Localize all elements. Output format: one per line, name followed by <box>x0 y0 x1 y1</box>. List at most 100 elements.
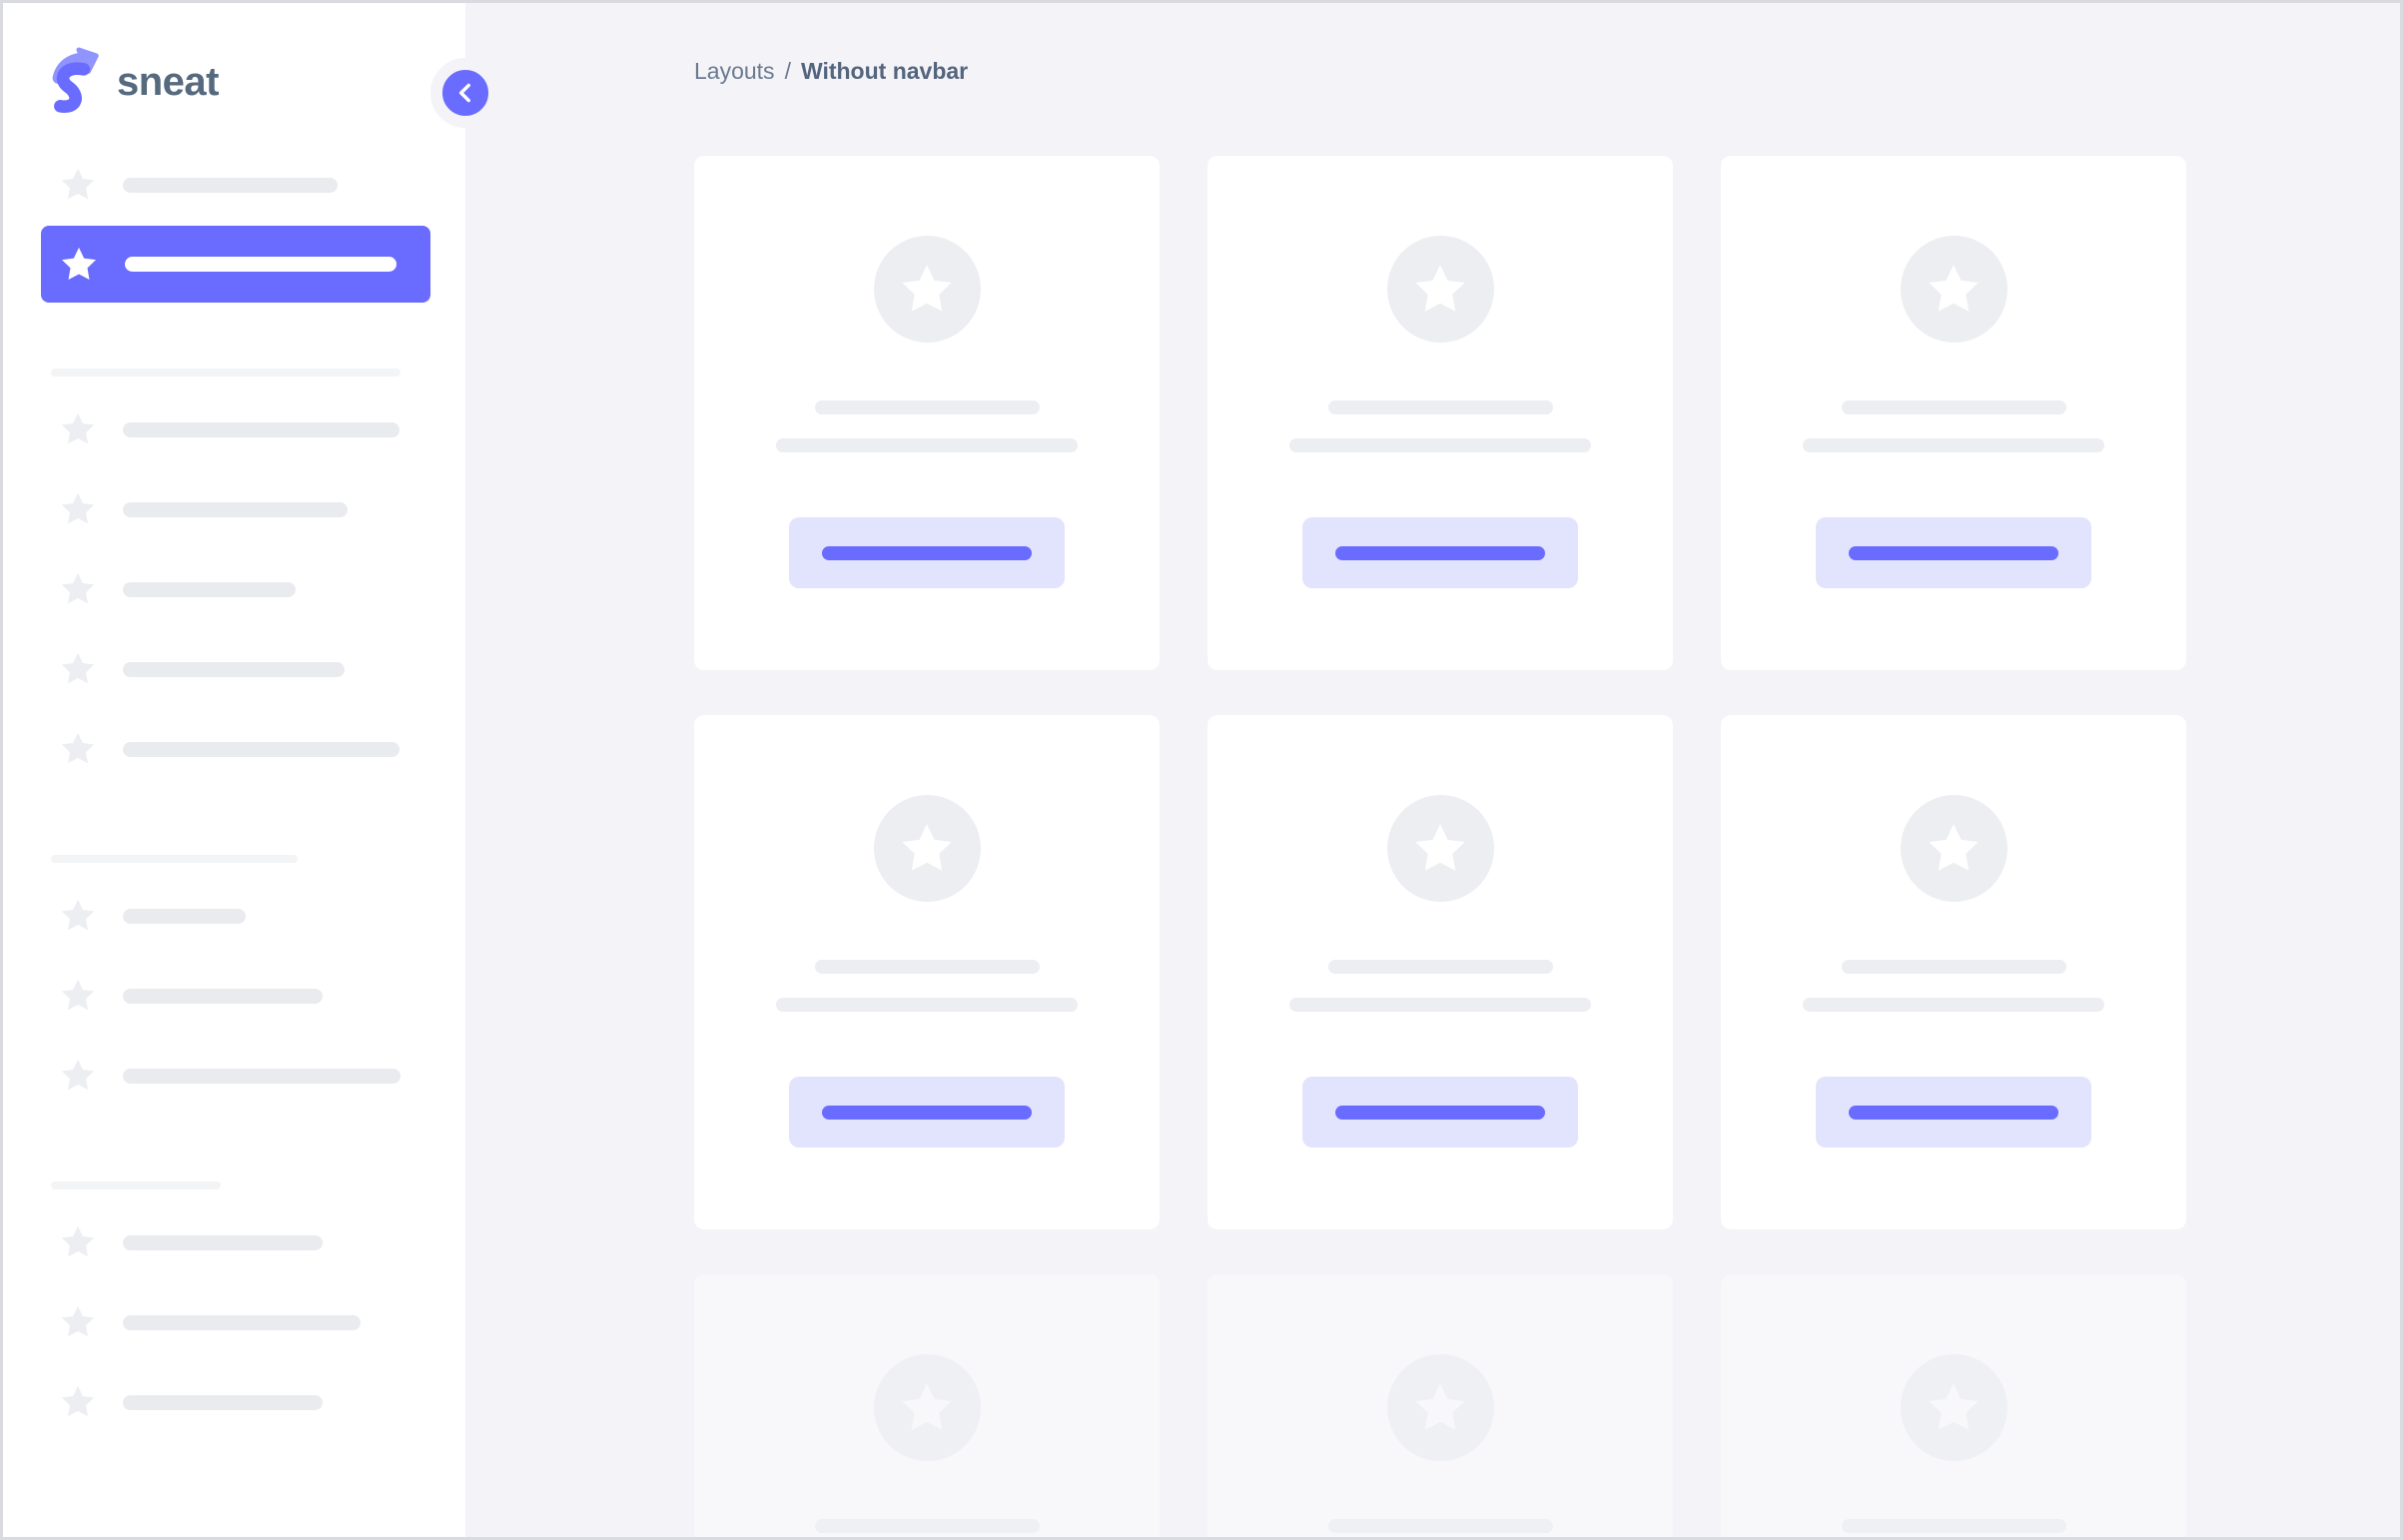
sidebar-item-label-placeholder <box>123 988 323 1004</box>
placeholder-card <box>1721 715 2186 1229</box>
star-icon <box>61 412 95 444</box>
brand-name: sneat <box>117 60 220 104</box>
button-label-placeholder <box>1335 545 1545 560</box>
sidebar-item-active[interactable] <box>41 226 430 303</box>
avatar-placeholder <box>873 1354 981 1461</box>
avatar-placeholder <box>1386 236 1494 343</box>
text-line-placeholder <box>1289 998 1591 1012</box>
sidebar-item-label-placeholder <box>123 581 296 597</box>
star-icon <box>1415 823 1465 871</box>
text-line-placeholder <box>1289 438 1591 452</box>
placeholder-card <box>1721 156 2186 670</box>
breadcrumb: Layouts / Without navbar <box>694 3 2186 89</box>
card-action-button[interactable] <box>1302 517 1578 588</box>
button-label-placeholder <box>1849 545 2058 560</box>
content-container: Layouts / Without navbar <box>694 3 2186 1537</box>
avatar-placeholder <box>1900 1354 2007 1461</box>
sidebar-item-label-placeholder <box>123 661 345 677</box>
star-icon <box>902 264 952 312</box>
card-action-button[interactable] <box>789 517 1065 588</box>
avatar-placeholder <box>873 795 981 902</box>
sidebar-item-label-placeholder <box>123 1234 323 1250</box>
sidebar-item[interactable] <box>3 1282 465 1362</box>
text-line-placeholder <box>776 438 1078 452</box>
star-icon <box>61 1059 95 1091</box>
sidebar-item[interactable] <box>3 876 465 956</box>
star-icon <box>61 1305 95 1337</box>
placeholder-card <box>1207 1274 1673 1537</box>
sidebar-item[interactable] <box>3 709 465 789</box>
text-line-placeholder <box>1803 998 2104 1012</box>
nav-section-divider <box>51 369 400 377</box>
sidebar-item[interactable] <box>3 956 465 1036</box>
star-icon <box>1415 1382 1465 1430</box>
avatar-placeholder <box>873 236 981 343</box>
star-icon <box>61 899 95 931</box>
sidebar: sneat <box>3 3 500 1537</box>
sidebar-nav <box>3 117 465 1442</box>
text-line-placeholder <box>1327 960 1553 974</box>
text-line-placeholder <box>1841 400 2066 414</box>
star-icon <box>902 1382 952 1430</box>
card-action-button[interactable] <box>1816 517 2091 588</box>
placeholder-card <box>694 715 1160 1229</box>
sidebar-item[interactable] <box>3 1362 465 1442</box>
text-line-placeholder <box>814 400 1040 414</box>
brand[interactable]: sneat <box>3 3 465 117</box>
nav-section-divider <box>51 1181 221 1189</box>
avatar-placeholder <box>1386 795 1494 902</box>
placeholder-card <box>1207 156 1673 670</box>
star-icon <box>902 823 952 871</box>
sidebar-item[interactable] <box>3 629 465 709</box>
button-label-placeholder <box>822 545 1032 560</box>
sidebar-item-label-placeholder <box>125 257 397 272</box>
card-action-button[interactable] <box>1816 1077 2091 1148</box>
text-line-placeholder <box>1841 960 2066 974</box>
chevron-left-icon <box>458 83 470 103</box>
star-icon <box>1415 264 1465 312</box>
placeholder-card <box>694 156 1160 670</box>
star-icon <box>61 1385 95 1417</box>
star-icon <box>62 247 96 280</box>
sidebar-item[interactable] <box>3 389 465 469</box>
breadcrumb-current: Without navbar <box>800 58 969 84</box>
star-icon <box>61 652 95 684</box>
sidebar-item-label-placeholder <box>123 1314 361 1330</box>
avatar-placeholder <box>1900 795 2007 902</box>
avatar-placeholder <box>1386 1354 1494 1461</box>
sidebar-item[interactable] <box>3 145 465 225</box>
button-label-placeholder <box>822 1105 1032 1120</box>
text-line-placeholder <box>1803 438 2104 452</box>
sidebar-item[interactable] <box>3 1202 465 1282</box>
text-line-placeholder <box>814 1519 1040 1533</box>
sidebar-item-label-placeholder <box>123 421 400 437</box>
button-label-placeholder <box>1849 1105 2058 1120</box>
star-icon <box>61 979 95 1011</box>
text-line-placeholder <box>1841 1519 2066 1533</box>
star-icon <box>61 732 95 764</box>
breadcrumb-parent[interactable]: Layouts <box>694 58 775 84</box>
sidebar-item[interactable] <box>3 469 465 549</box>
nav-section-divider <box>51 855 298 863</box>
card-action-button[interactable] <box>1302 1077 1578 1148</box>
sidebar-collapse-button[interactable] <box>430 58 500 128</box>
sidebar-item-label-placeholder <box>123 1068 400 1084</box>
text-line-placeholder <box>776 998 1078 1012</box>
sidebar-item[interactable] <box>3 1036 465 1116</box>
text-line-placeholder <box>814 960 1040 974</box>
sidebar-item-label-placeholder <box>123 1394 323 1410</box>
main-content: Layouts / Without navbar <box>465 3 2400 1537</box>
star-icon <box>1929 1382 1979 1430</box>
sidebar-item[interactable] <box>3 549 465 629</box>
sneat-logo-icon <box>52 47 99 113</box>
star-icon <box>1929 264 1979 312</box>
star-icon <box>61 572 95 604</box>
placeholder-card <box>1721 1274 2186 1537</box>
text-line-placeholder <box>1327 400 1553 414</box>
button-label-placeholder <box>1335 1105 1545 1120</box>
star-icon <box>61 1225 95 1257</box>
card-action-button[interactable] <box>789 1077 1065 1148</box>
star-icon <box>61 168 95 200</box>
breadcrumb-separator: / <box>784 58 791 84</box>
